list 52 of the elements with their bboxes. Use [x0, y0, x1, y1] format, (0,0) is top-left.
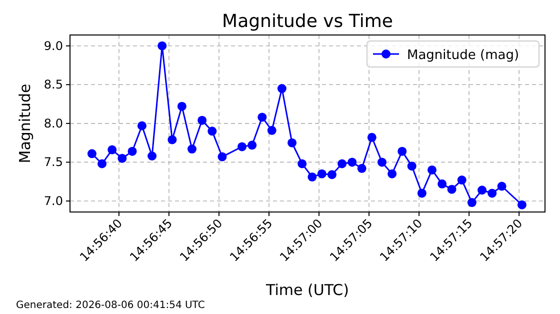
point	[98, 159, 107, 168]
point	[248, 140, 257, 150]
legend-label: Magnitude (mag)	[407, 48, 520, 63]
y-tick-label: 7.0	[44, 194, 63, 208]
y-tick-label: 7.5	[44, 155, 63, 170]
point	[357, 164, 366, 173]
point	[168, 135, 177, 144]
point	[298, 159, 307, 168]
point	[198, 116, 207, 125]
x-axis-title: Time (UTC)	[265, 281, 349, 299]
point	[428, 165, 437, 174]
point	[327, 170, 336, 180]
point	[417, 188, 426, 198]
point	[218, 152, 227, 162]
point	[478, 186, 487, 195]
point	[118, 154, 127, 163]
point	[238, 142, 247, 152]
point	[288, 138, 297, 148]
point	[348, 158, 357, 167]
point	[258, 112, 267, 122]
point	[267, 126, 276, 135]
point	[497, 182, 506, 191]
point	[158, 41, 167, 50]
point	[407, 162, 416, 171]
point	[317, 169, 326, 178]
point	[187, 144, 196, 154]
y-tick-label: 8.5	[44, 78, 63, 92]
point	[388, 169, 397, 178]
chart-title: Magnitude vs Time	[222, 11, 393, 32]
point	[87, 149, 96, 158]
point	[447, 184, 456, 194]
point	[457, 176, 466, 185]
point	[367, 132, 376, 142]
y-tick-label: 8.0	[44, 116, 63, 130]
point	[398, 146, 407, 156]
point	[438, 179, 447, 188]
point	[128, 146, 137, 156]
y-axis-title: Magnitude	[16, 84, 34, 164]
y-tick-label: 9.0	[44, 38, 63, 53]
point	[108, 145, 117, 154]
text: Generated: 2026-08-06 00:41:54 UTC	[16, 300, 205, 311]
point	[517, 200, 526, 210]
point	[467, 198, 476, 208]
point	[177, 102, 186, 111]
point	[338, 159, 347, 168]
point	[308, 172, 317, 182]
point	[148, 152, 157, 160]
point	[208, 126, 217, 136]
point	[277, 84, 286, 94]
point	[377, 158, 386, 167]
point	[488, 188, 497, 198]
point	[137, 121, 146, 130]
